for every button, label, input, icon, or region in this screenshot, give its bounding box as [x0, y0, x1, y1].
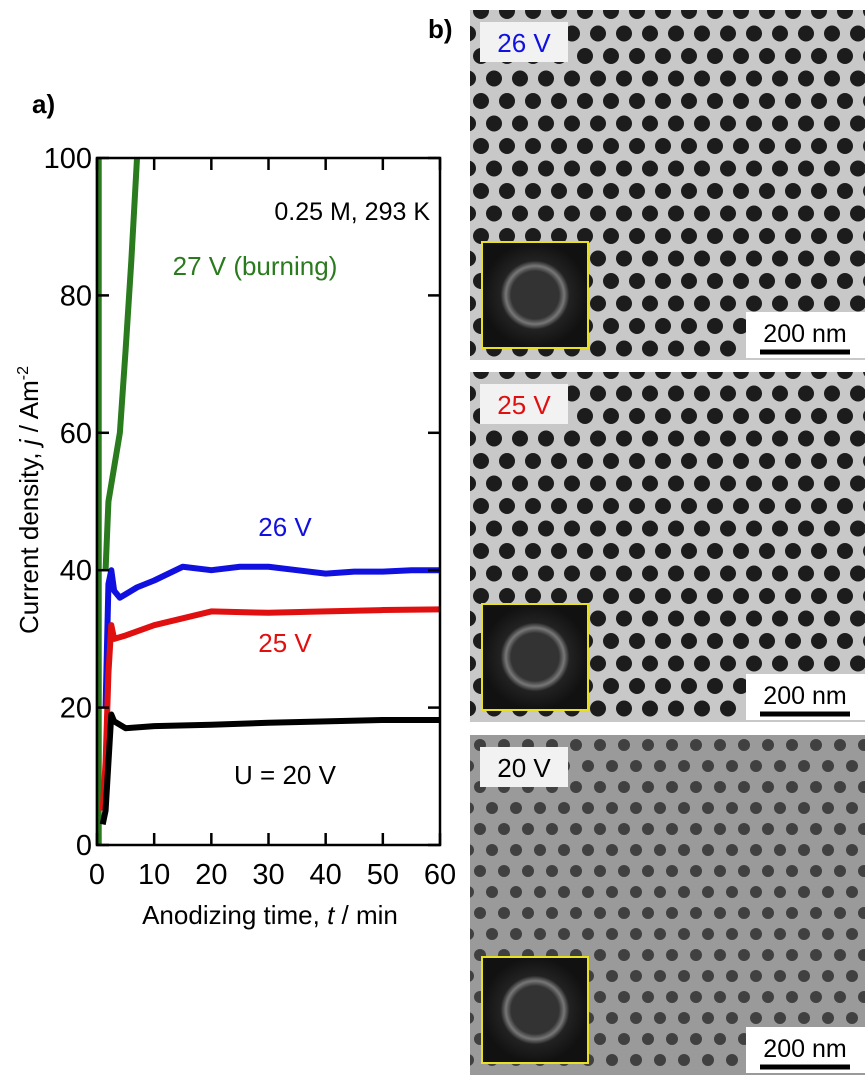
series-label: U = 20 V	[234, 760, 337, 790]
y-label-part: / Am	[14, 380, 44, 439]
x-tick-label: 0	[89, 859, 105, 891]
data-line	[102, 563, 440, 708]
label-box	[480, 747, 568, 787]
annotation: 0.25 M, 293 K	[274, 198, 430, 226]
y-tick-label: 100	[44, 143, 92, 175]
y-label-part: Current density,	[14, 445, 44, 634]
series-label: 27 V (burning)	[173, 251, 338, 281]
y-axis-label: Current density, j / Am-2	[14, 366, 44, 634]
panel-label: a)	[32, 89, 55, 119]
series-label: 26 V	[258, 512, 312, 542]
x-tick-label: 40	[310, 859, 342, 891]
data-line	[99, 606, 441, 811]
x-label-part: / min	[334, 900, 398, 930]
x-tick-label: 20	[195, 859, 227, 891]
scale-label: 200 nm	[763, 682, 846, 710]
y-tick-label: 20	[60, 693, 92, 725]
y-tick-label: 60	[60, 418, 92, 450]
y-label-part: j	[14, 438, 44, 448]
y-label-part: -2	[15, 366, 32, 380]
x-tick-label: 60	[424, 859, 456, 891]
fft-inset	[481, 956, 589, 1064]
panel-label: b)	[428, 14, 453, 44]
plot: 27 V (burning) 26 V 25 V U = 20 V 0 10 20 30 40 5…	[14, 143, 456, 930]
y-tick-label: 80	[60, 280, 92, 312]
image-label: 26 V	[497, 28, 551, 58]
label-box	[480, 384, 568, 424]
fft-inset	[481, 241, 589, 349]
data-line	[95, 157, 141, 845]
image-label: 25 V	[497, 390, 551, 420]
x-label-part: Anodizing time,	[142, 900, 327, 930]
images: 26 V 200 nm 25 V 200 nm 20 V 200 nm	[470, 10, 865, 1075]
series-label: 25 V	[258, 628, 312, 658]
fft-inset	[481, 603, 589, 711]
x-tick-label: 50	[367, 859, 399, 891]
scale-label: 200 nm	[763, 320, 846, 348]
x-tick-label: 30	[252, 859, 284, 891]
y-tick-label: 0	[76, 830, 92, 862]
x-axis-label: Anodizing time, t / min	[142, 900, 398, 930]
label-box	[480, 22, 568, 62]
y-tick-label: 40	[60, 555, 92, 587]
x-label-part: t	[327, 900, 336, 930]
scale-label: 200 nm	[763, 1035, 846, 1063]
x-tick-label: 10	[138, 859, 170, 891]
data-line	[99, 711, 440, 826]
image-label: 20 V	[497, 753, 551, 783]
